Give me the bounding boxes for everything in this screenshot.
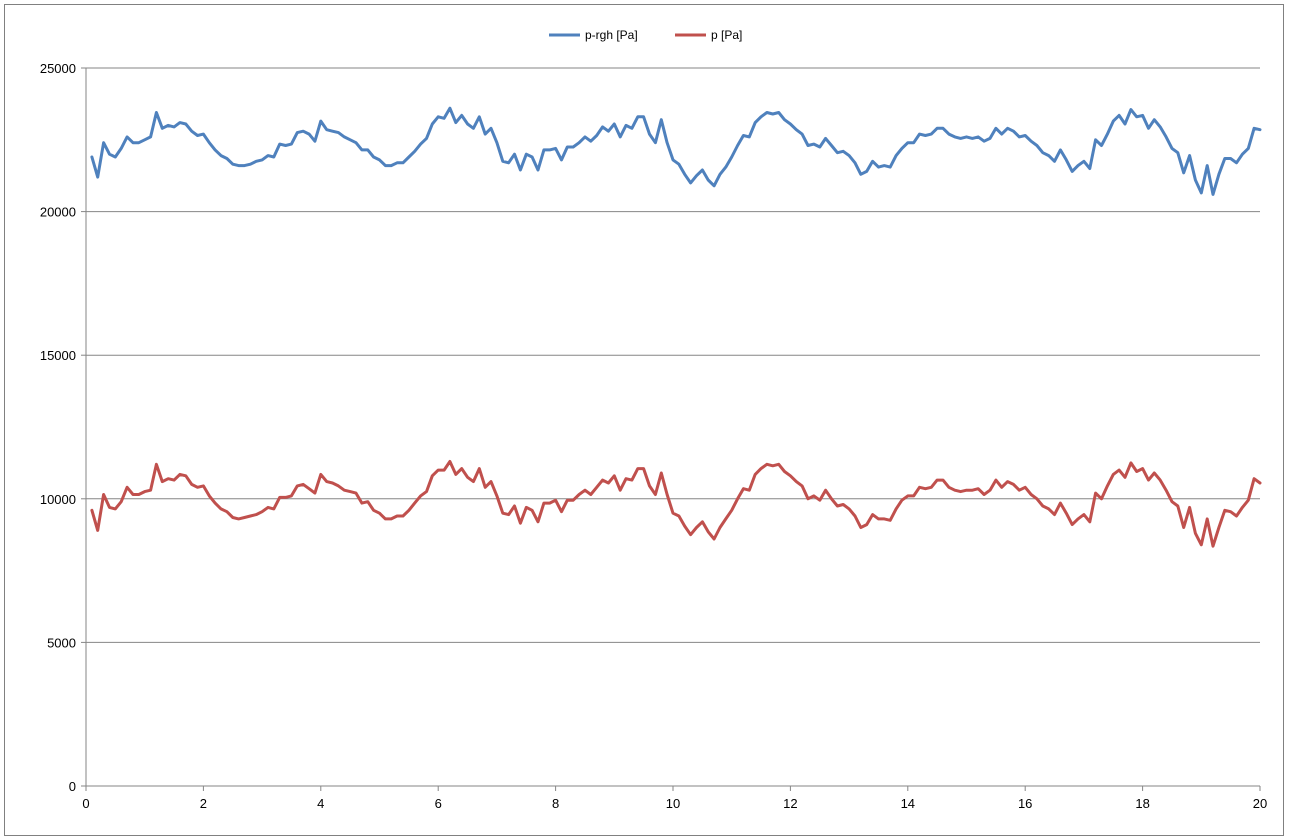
x-tick-labels: 0 2 4 6 8 10 12 14 16 18 20 (82, 796, 1267, 811)
series-line-p (90, 460, 1262, 548)
y-tick-label: 5000 (47, 635, 76, 650)
gridlines (86, 67, 1260, 643)
y-tick-label: 10000 (40, 492, 76, 507)
x-tick-label: 12 (783, 796, 797, 811)
x-tick-label: 0 (82, 796, 89, 811)
x-tick-label: 6 (435, 796, 442, 811)
legend-item-p-rgh: p-rgh [Pa] (549, 28, 638, 42)
chart-frame (4, 4, 1284, 836)
x-tick-label: 18 (1135, 796, 1149, 811)
x-tick-label: 10 (666, 796, 680, 811)
x-tick-label: 8 (552, 796, 559, 811)
y-tick-labels: 0 5000 10000 15000 20000 25000 (40, 61, 76, 794)
series-line-p-rgh (90, 106, 1262, 196)
legend-item-p: p [Pa] (675, 28, 742, 42)
x-tick-label: 20 (1253, 796, 1267, 811)
legend: p-rgh [Pa] p [Pa] (549, 28, 742, 42)
y-tick-label: 20000 (40, 205, 76, 220)
legend-label-p-rgh: p-rgh [Pa] (585, 28, 638, 42)
y-tick-label: 25000 (40, 61, 76, 76)
y-tick-label: 15000 (40, 348, 76, 363)
x-tick-label: 14 (901, 796, 915, 811)
series-lines (90, 106, 1262, 548)
x-tick-label: 4 (317, 796, 324, 811)
y-tick-label: 0 (69, 779, 76, 794)
legend-label-p: p [Pa] (711, 28, 742, 42)
x-tick-label: 16 (1018, 796, 1032, 811)
x-tick-label: 2 (200, 796, 207, 811)
axes (81, 67, 1261, 791)
